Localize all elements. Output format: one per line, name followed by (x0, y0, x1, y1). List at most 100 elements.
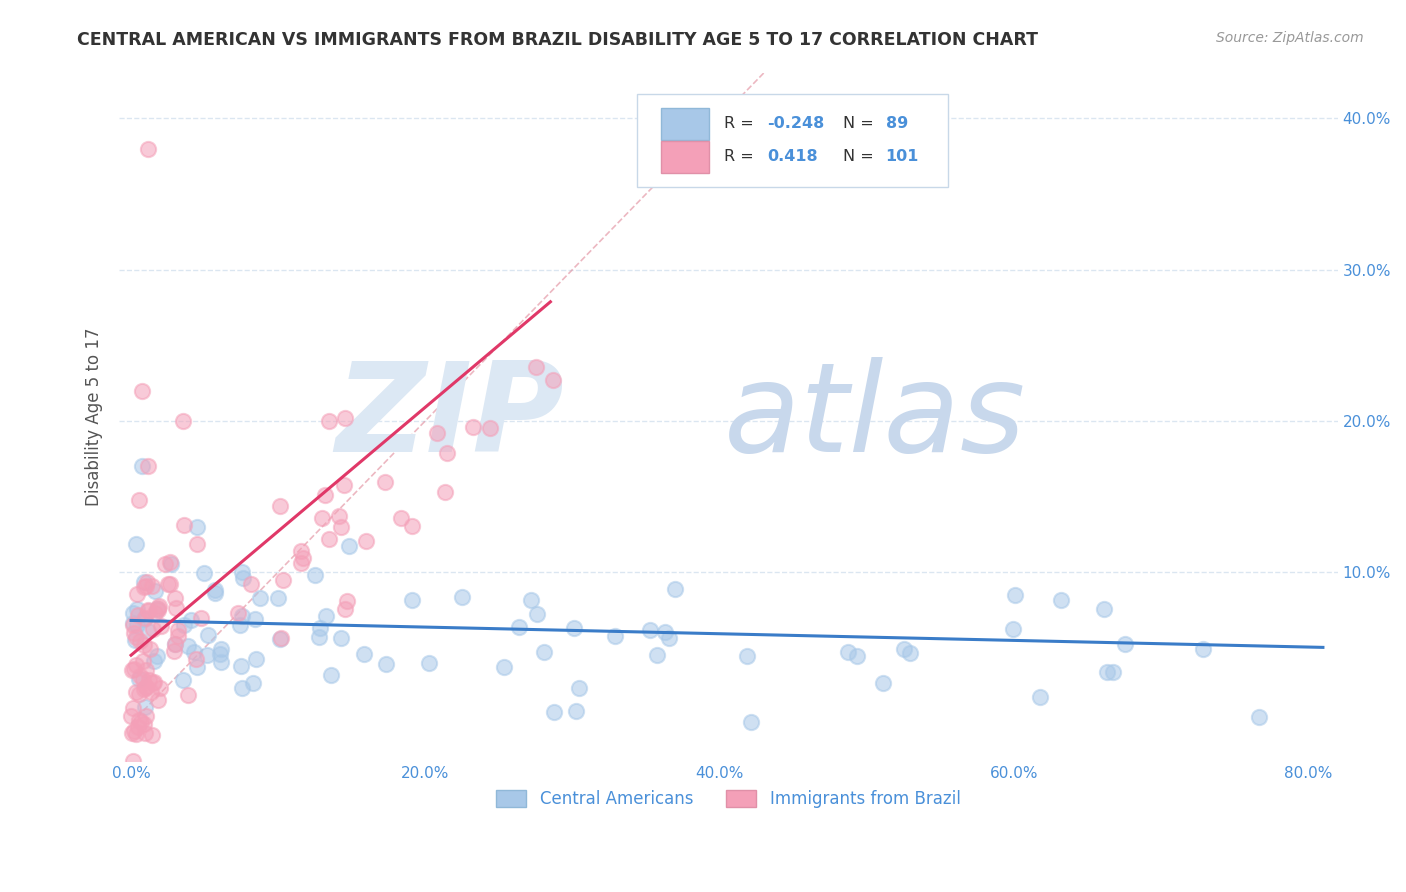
Point (127, 721, 149, 735)
Point (186, 660, 208, 674)
Text: atlas: atlas (724, 357, 1026, 477)
Point (166, 623, 188, 637)
Point (229, 658, 252, 673)
Point (565, 704, 588, 718)
Point (141, 579, 163, 593)
Point (122, 618, 145, 632)
Text: R =: R = (724, 116, 758, 131)
Point (336, 593, 359, 607)
Point (121, 663, 143, 677)
Point (231, 566, 253, 580)
Point (231, 609, 253, 624)
Point (389, 510, 412, 524)
Point (249, 591, 271, 606)
Point (173, 518, 195, 533)
Text: 0.418: 0.418 (768, 150, 818, 164)
Point (270, 632, 292, 646)
Point (186, 537, 208, 551)
Point (132, 716, 155, 731)
Point (451, 590, 474, 604)
Point (1028, 690, 1050, 704)
Point (132, 672, 155, 686)
Point (1004, 589, 1026, 603)
Text: N =: N = (844, 150, 879, 164)
Point (645, 648, 668, 662)
Point (134, 699, 156, 714)
Point (508, 620, 530, 634)
Point (146, 602, 169, 616)
Point (139, 642, 162, 657)
Point (125, 618, 148, 632)
Point (401, 518, 423, 533)
Point (658, 632, 681, 646)
Point (333, 478, 356, 492)
Point (209, 642, 232, 657)
Text: ZIP: ZIP (335, 357, 564, 477)
Point (128, 493, 150, 508)
Point (434, 484, 457, 499)
Point (837, 645, 859, 659)
Point (1101, 665, 1123, 679)
Point (163, 591, 186, 605)
Point (846, 649, 869, 664)
Point (143, 583, 166, 598)
Point (146, 693, 169, 707)
Point (173, 617, 195, 632)
Point (308, 630, 330, 644)
Point (132, 580, 155, 594)
Point (543, 706, 565, 720)
Point (141, 685, 163, 699)
Point (148, 599, 170, 613)
Point (172, 673, 194, 688)
Point (180, 613, 202, 627)
Point (165, 601, 187, 615)
Point (135, 574, 157, 589)
Point (134, 610, 156, 624)
Point (136, 603, 159, 617)
Point (143, 675, 166, 690)
Point (898, 646, 921, 660)
Point (134, 575, 156, 590)
Point (159, 577, 181, 591)
Point (328, 509, 350, 524)
Point (121, 708, 143, 723)
Point (135, 664, 157, 678)
Point (269, 499, 291, 513)
Point (333, 602, 356, 616)
Text: N =: N = (844, 116, 879, 131)
Point (520, 593, 543, 607)
Point (146, 601, 169, 615)
Point (337, 539, 360, 553)
FancyBboxPatch shape (637, 94, 948, 186)
Point (122, 616, 145, 631)
Point (125, 601, 148, 615)
Point (204, 585, 226, 599)
Point (267, 591, 290, 605)
Point (292, 550, 315, 565)
Point (122, 724, 145, 739)
Point (1192, 642, 1215, 657)
Point (124, 625, 146, 640)
Point (141, 728, 163, 742)
Point (229, 618, 252, 632)
Point (125, 727, 148, 741)
Point (121, 701, 143, 715)
Point (314, 488, 336, 502)
Text: -0.248: -0.248 (768, 116, 825, 131)
Point (129, 714, 152, 729)
Point (176, 639, 198, 653)
Point (318, 414, 340, 428)
Point (330, 631, 353, 645)
Point (131, 459, 153, 474)
Point (124, 632, 146, 647)
Point (143, 607, 166, 621)
Point (163, 637, 186, 651)
Point (401, 592, 423, 607)
Text: 89: 89 (886, 116, 908, 131)
Point (654, 625, 676, 640)
Point (122, 662, 145, 676)
Point (186, 652, 208, 666)
Point (232, 571, 254, 585)
Point (204, 583, 226, 598)
Point (231, 681, 253, 695)
